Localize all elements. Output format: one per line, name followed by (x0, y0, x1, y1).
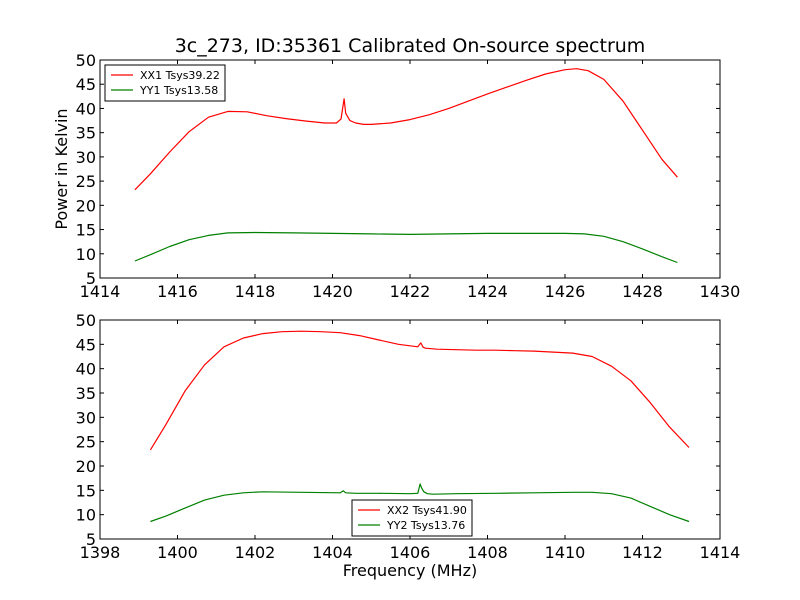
y-tick-label: 20 (76, 457, 96, 476)
y-tick-label: 15 (76, 481, 96, 500)
series-line-1 (149, 330, 690, 451)
legend-box (351, 499, 473, 537)
x-tick-label: 1414 (80, 282, 121, 301)
y-tick-label: 45 (76, 75, 96, 94)
x-tick-label: 1426 (545, 282, 586, 301)
chart-panel-2: 1398 1400 1402 1404 1406 1408 1410 1412 1414 5 10 1… (76, 311, 741, 580)
x-tick-label: 1406 (390, 543, 431, 562)
y-tick-label: 40 (76, 99, 96, 118)
y-tick-label: 50 (76, 51, 96, 70)
legend: XX1 Tsys39.22 YY1 Tsys13.58 (104, 64, 226, 102)
y-tick-label: 30 (76, 148, 96, 167)
y-tick-label: 5 (86, 530, 96, 549)
x-tick-label: 1430 (700, 282, 741, 301)
x-tick-label: 1402 (235, 543, 276, 562)
y-tick-label: 35 (76, 384, 96, 403)
y-tick-label: 15 (76, 221, 96, 240)
y-tick-label: 25 (76, 172, 96, 191)
y-tick-label: 50 (76, 311, 96, 330)
y-tick-label: 25 (76, 433, 96, 452)
x-tick-label: 1400 (157, 543, 198, 562)
x-tick-label: 1398 (80, 543, 121, 562)
legend-label: XX2 Tsys41.90 (387, 504, 467, 517)
x-tick-label: 1412 (622, 543, 663, 562)
y-tick-label: 40 (76, 360, 96, 379)
x-axis-label: Frequency (MHz) (343, 561, 477, 580)
x-tick-label: 1414 (700, 543, 741, 562)
legend: XX2 Tsys41.90 YY2 Tsys13.76 (351, 499, 473, 537)
series-line-2 (134, 231, 678, 264)
y-tick-label: 30 (76, 408, 96, 427)
y-axis-label: Power in Kelvin (52, 108, 71, 229)
x-tick-label: 1404 (312, 543, 353, 562)
series-line-1 (134, 68, 678, 191)
x-tick-label: 1420 (312, 282, 353, 301)
y-tick-label: 5 (86, 269, 96, 288)
x-tick-label: 1424 (467, 282, 508, 301)
x-tick-label: 1428 (622, 282, 663, 301)
legend-label: YY1 Tsys13.58 (139, 84, 218, 97)
x-tick-label: 1416 (157, 282, 198, 301)
legend-label: YY2 Tsys13.76 (386, 519, 465, 532)
chart-panel-1: 1414 1416 1418 1420 1422 1424 1426 1428 1430 5 10 1… (52, 51, 740, 301)
x-tick-label: 1418 (235, 282, 276, 301)
series-line-2 (150, 483, 690, 523)
legend-label: XX1 Tsys39.22 (140, 69, 220, 82)
y-tick-label: 35 (76, 124, 96, 143)
y-tick-label: 20 (76, 196, 96, 215)
x-tick-label: 1410 (545, 543, 586, 562)
y-tick-label: 10 (76, 245, 96, 264)
y-tick-label: 45 (76, 335, 96, 354)
x-tick-label: 1408 (467, 543, 508, 562)
x-tick-label: 1422 (390, 282, 431, 301)
y-tick-label: 10 (76, 506, 96, 525)
figure-title: 3c_273, ID:35361 Calibrated On-source sp… (175, 35, 646, 57)
legend-box (104, 64, 226, 102)
